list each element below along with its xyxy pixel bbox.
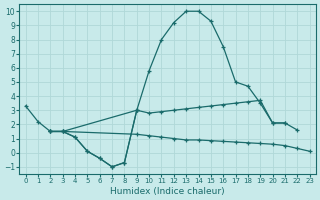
X-axis label: Humidex (Indice chaleur): Humidex (Indice chaleur) bbox=[110, 187, 225, 196]
